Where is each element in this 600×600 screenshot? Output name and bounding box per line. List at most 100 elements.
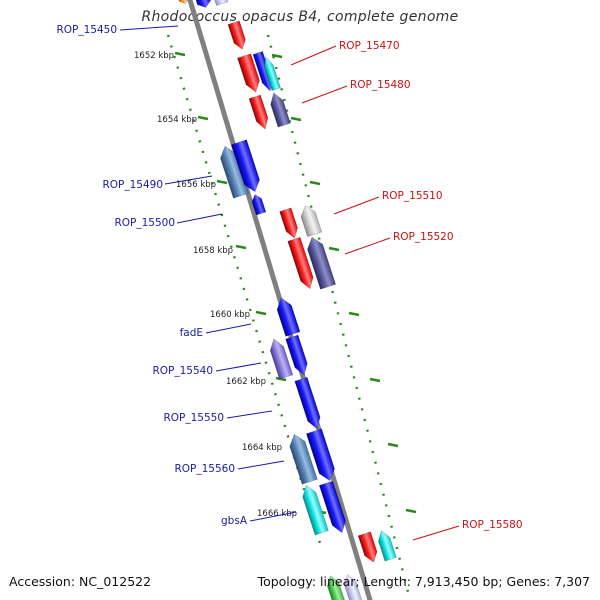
gene-block	[227, 20, 246, 50]
gene-block	[270, 92, 291, 128]
gene-label: fadE	[180, 327, 203, 339]
gene-block	[269, 338, 294, 380]
kbp-tick-mark	[235, 244, 247, 250]
gene-block	[378, 530, 397, 562]
gene-label-connector	[119, 25, 179, 31]
kbp-tick-mark	[197, 115, 209, 121]
gene-label: ROP_15560	[174, 463, 235, 475]
accession-text: Accession: NC_012522	[9, 574, 152, 589]
gene-label-connector	[344, 237, 391, 255]
gene-arrow	[294, 376, 321, 430]
gene-arrow	[213, 0, 229, 6]
gene-arrow	[227, 20, 246, 50]
genome-title: Rhodococcus opacus B4, complete genome	[141, 9, 459, 25]
gene-label: ROP_15580	[462, 519, 523, 531]
gene-label: ROP_15500	[114, 217, 175, 229]
scale-tick-mark	[348, 311, 360, 317]
kbp-tick-label: 1662 kbp	[226, 377, 266, 387]
gene-block	[307, 236, 337, 290]
gene-label-connector	[290, 45, 337, 66]
kbp-tick-label: 1666 kbp	[257, 509, 297, 519]
kbp-tick-mark	[255, 310, 267, 316]
kbp-tick-mark	[216, 179, 228, 185]
scale-tick-mark	[328, 246, 340, 252]
gene-arrow	[327, 575, 346, 600]
gene-label: ROP_15490	[102, 179, 163, 191]
gene-label: ROP_15510	[382, 190, 443, 202]
gene-label-connector	[301, 85, 348, 104]
gene-block	[318, 480, 346, 534]
scale-tick-mark	[309, 180, 321, 186]
scale-track-right	[266, 34, 412, 600]
gene-block	[344, 574, 363, 600]
kbp-tick-label: 1658 kbp	[193, 246, 233, 256]
gene-label-connector	[249, 511, 297, 522]
gene-arrow	[300, 205, 323, 237]
scale-tick-mark	[405, 508, 417, 514]
gene-label-connector	[164, 175, 213, 185]
gene-label-connector	[412, 525, 460, 541]
gene-label-connector	[215, 362, 262, 372]
gene-arrow	[279, 207, 298, 239]
gene-block	[289, 433, 318, 485]
gene-block	[264, 56, 281, 91]
gene-arrow	[270, 92, 291, 128]
gene-arrow	[264, 56, 281, 91]
gene-block	[276, 297, 301, 337]
gene-block	[285, 334, 308, 376]
gene-label: ROP_15550	[163, 412, 224, 424]
gene-arrow	[193, 0, 212, 8]
gene-block	[248, 94, 269, 130]
gene-label: ROP_15480	[350, 79, 411, 91]
gene-block	[193, 0, 212, 8]
gene-arrow	[307, 236, 337, 290]
genome-backbone-line	[187, 0, 373, 600]
scale-tick-mark	[271, 53, 283, 59]
kbp-tick-mark	[275, 376, 287, 382]
kbp-tick-label: 1656 kbp	[176, 180, 216, 190]
scale-tick-mark	[290, 116, 302, 122]
gene-block	[302, 484, 329, 536]
gene-arrow	[248, 94, 269, 130]
gene-arrow	[305, 428, 335, 482]
gene-label: ROP_15540	[152, 365, 213, 377]
gene-arrow	[175, 0, 189, 5]
gene-arrow	[285, 334, 308, 376]
gene-block	[175, 0, 189, 5]
gene-arrow	[237, 53, 260, 93]
gene-label-connector	[333, 196, 380, 215]
gene-block	[287, 236, 314, 290]
gene-block	[279, 207, 298, 239]
gene-block	[237, 53, 260, 93]
kbp-tick-mark	[174, 51, 186, 57]
gene-arrow	[276, 297, 301, 337]
scale-tick-mark	[369, 377, 381, 383]
gene-block	[251, 194, 267, 216]
kbp-tick-label: 1652 kbp	[134, 51, 174, 61]
gene-arrow	[269, 338, 294, 380]
kbp-tick-label: 1660 kbp	[210, 310, 250, 320]
kbp-tick-label: 1654 kbp	[157, 115, 197, 125]
gene-label: ROP_15470	[339, 40, 400, 52]
gene-arrow	[287, 236, 314, 290]
gene-arrow	[251, 194, 267, 216]
gene-arrow	[289, 433, 318, 485]
scale-tick-mark	[387, 442, 399, 448]
gene-block	[213, 0, 229, 6]
gene-label-connector	[226, 410, 273, 419]
gene-label-connector	[176, 213, 223, 224]
gene-arrow	[318, 480, 346, 534]
gene-label: gbsA	[221, 515, 248, 527]
gene-label-connector	[205, 323, 252, 334]
gene-block	[230, 139, 260, 193]
kbp-tick-label: 1664 kbp	[242, 443, 282, 453]
gene-block	[357, 531, 378, 563]
scale-track-left	[166, 34, 324, 551]
topology-text: Topology: linear; Length: 7,913,450 bp; …	[257, 574, 590, 589]
gene-arrow	[357, 531, 378, 563]
gene-arrow	[302, 484, 329, 536]
gene-block	[327, 575, 346, 600]
gene-label-connector	[237, 460, 285, 470]
